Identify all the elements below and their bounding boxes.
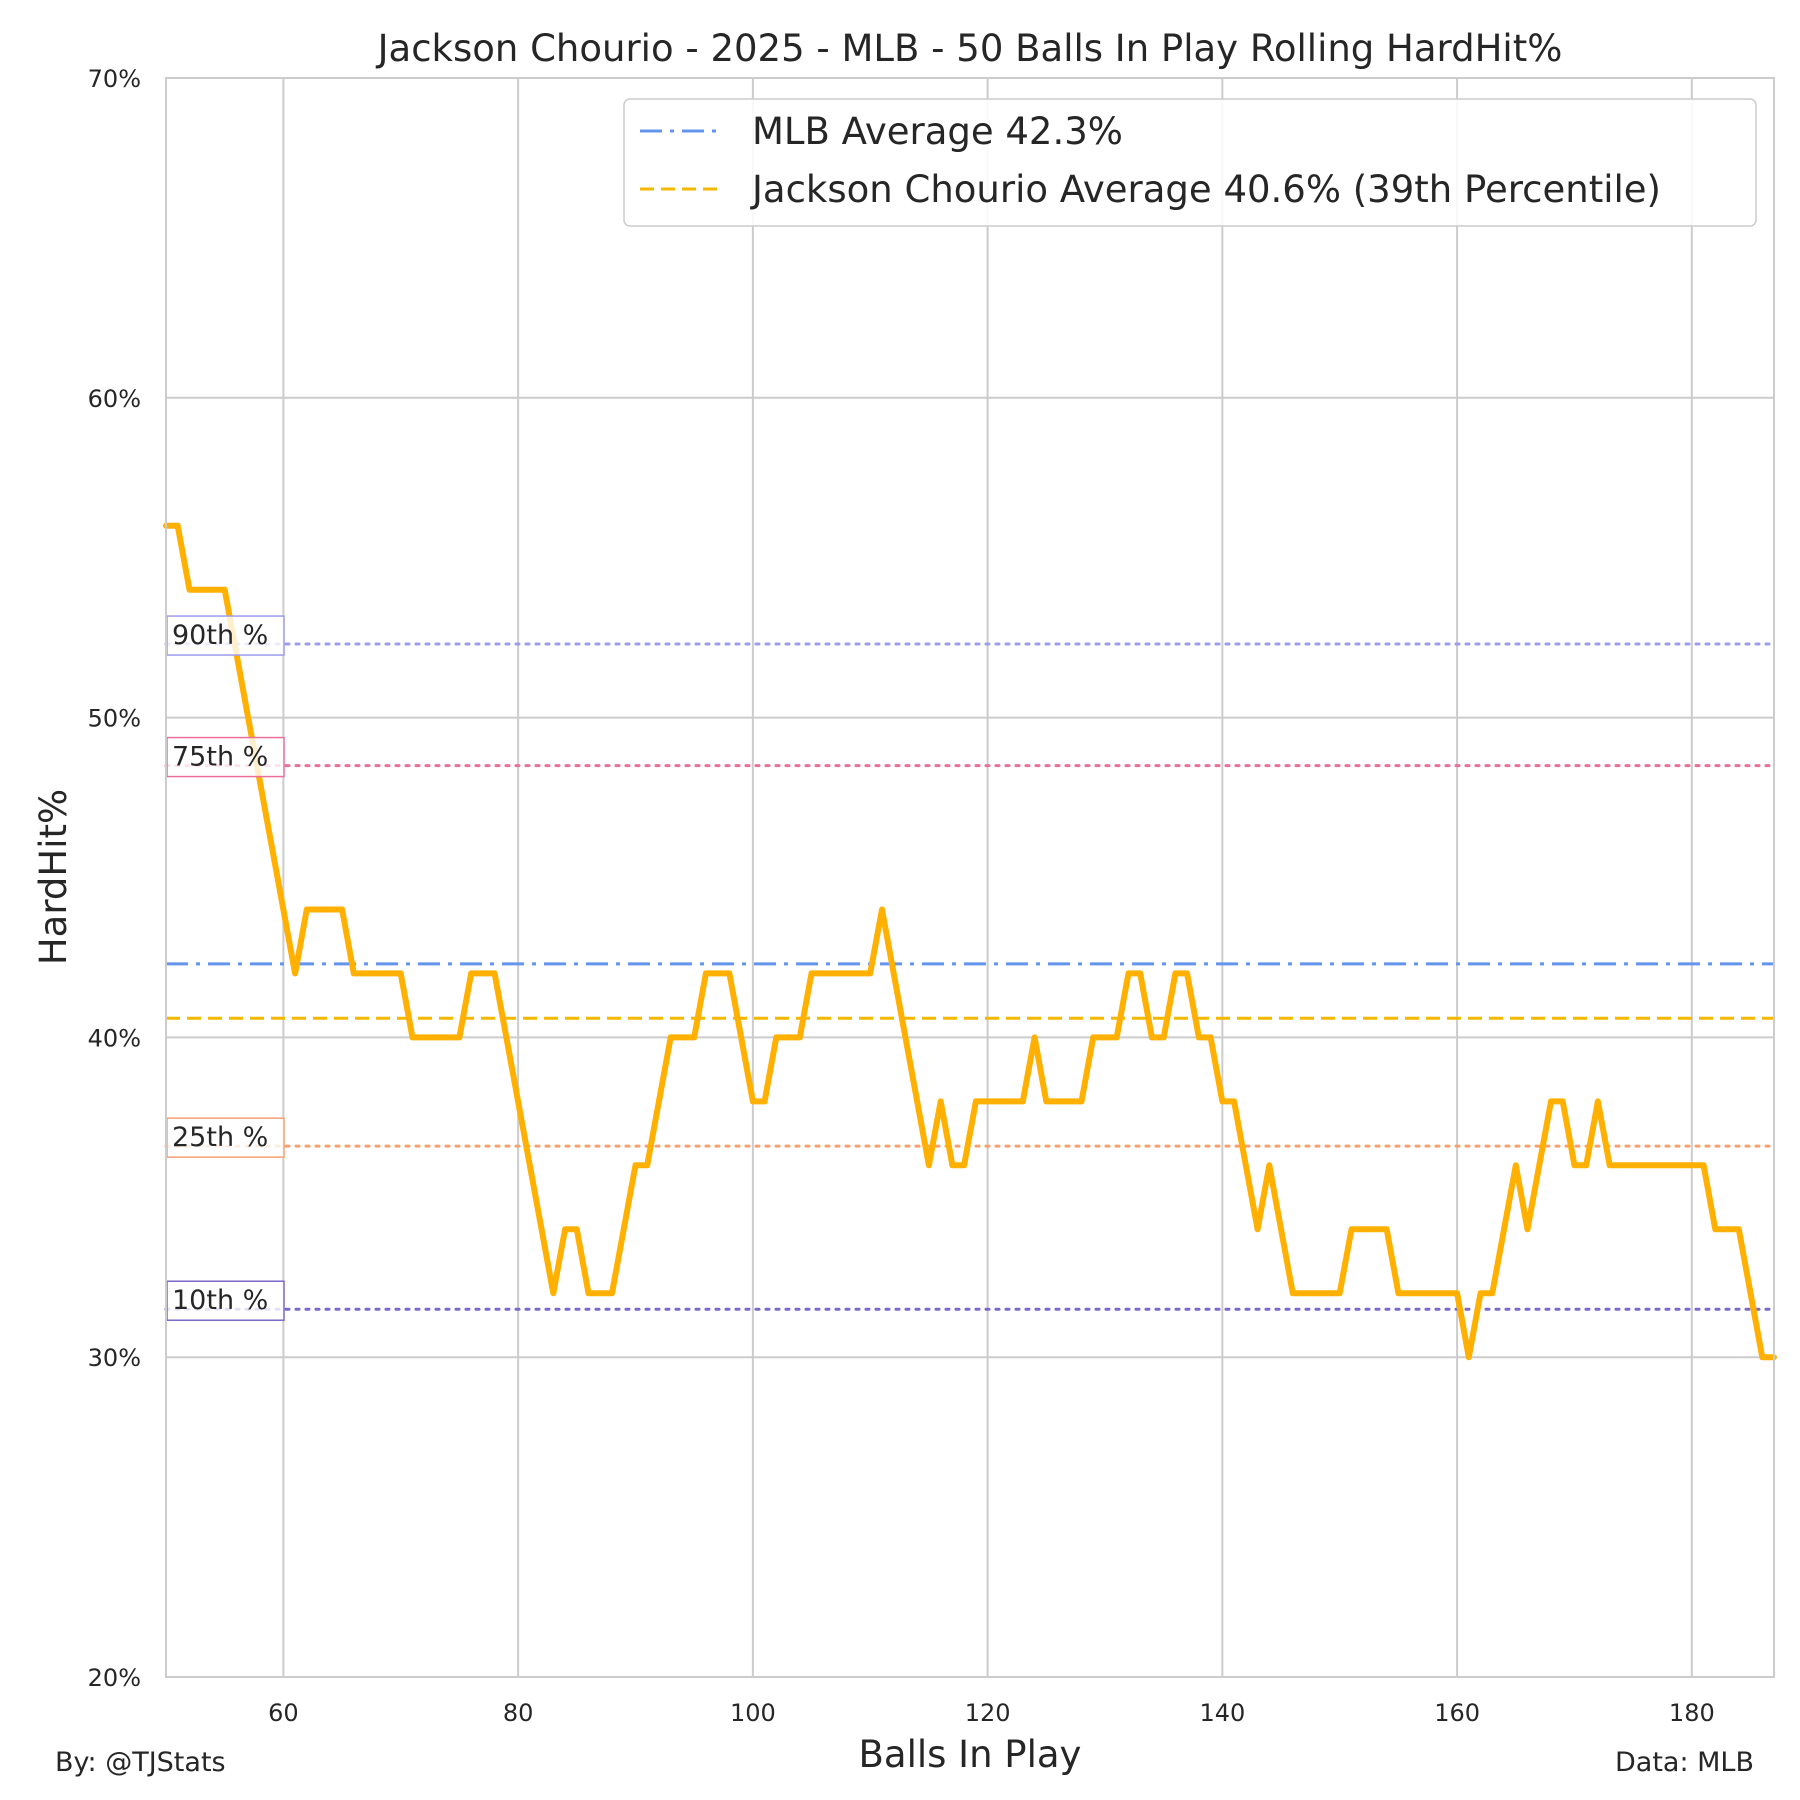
percentile-label-1: 75th % xyxy=(172,742,268,773)
y-tick-label-30: 30% xyxy=(88,1344,141,1372)
legend-label-player-average: Jackson Chourio Average 40.6% (39th Perc… xyxy=(750,168,1661,211)
legend-frame xyxy=(623,98,1757,227)
x-tick-label-160: 160 xyxy=(1434,1699,1480,1727)
ticks: 60 80 100 120 140 160 180 20% 30% 40% 50% 60% 70% xyxy=(88,65,1715,1727)
legend-label-mlb-average: MLB Average 42.3% xyxy=(752,110,1123,153)
footer-credit: By: @TJStats xyxy=(55,1747,226,1778)
percentile-label-3: 10th % xyxy=(172,1285,268,1316)
chart-title: Jackson Chourio - 2025 - MLB - 50 Balls … xyxy=(376,27,1563,70)
x-tick-label-100: 100 xyxy=(730,1699,776,1727)
y-axis-label: HardHit% xyxy=(32,789,75,965)
plot-frame xyxy=(165,77,1775,1678)
percentile-label-2: 25th % xyxy=(172,1122,268,1153)
y-tick-label-20: 20% xyxy=(88,1664,141,1692)
y-tick-label-50: 50% xyxy=(88,705,141,733)
x-tick-label-120: 120 xyxy=(965,1699,1011,1727)
percentile-labels: 90th % 75th % 25th % 10th % xyxy=(166,615,285,1321)
x-axis-label: Balls In Play xyxy=(859,1733,1082,1776)
percentile-label-box-1 xyxy=(166,736,285,778)
x-tick-label-180: 180 xyxy=(1669,1699,1715,1727)
x-tick-label-60: 60 xyxy=(268,1699,299,1727)
percentile-label-box-3 xyxy=(166,1280,285,1321)
y-tick-label-60: 60% xyxy=(88,385,141,413)
y-tick-label-70: 70% xyxy=(88,65,141,93)
percentile-label-box-2 xyxy=(166,1117,285,1158)
legend: MLB Average 42.3% Jackson Chourio Averag… xyxy=(623,98,1757,227)
x-tick-label-80: 80 xyxy=(503,1699,534,1727)
footer-source: Data: MLB xyxy=(1615,1747,1754,1778)
percentile-label-0: 90th % xyxy=(172,620,268,651)
percentile-label-box-0 xyxy=(166,615,285,656)
series-line-0 xyxy=(163,522,1777,1361)
y-tick-label-40: 40% xyxy=(88,1024,141,1052)
series-lines xyxy=(163,522,1777,1361)
x-tick-label-140: 140 xyxy=(1199,1699,1245,1727)
